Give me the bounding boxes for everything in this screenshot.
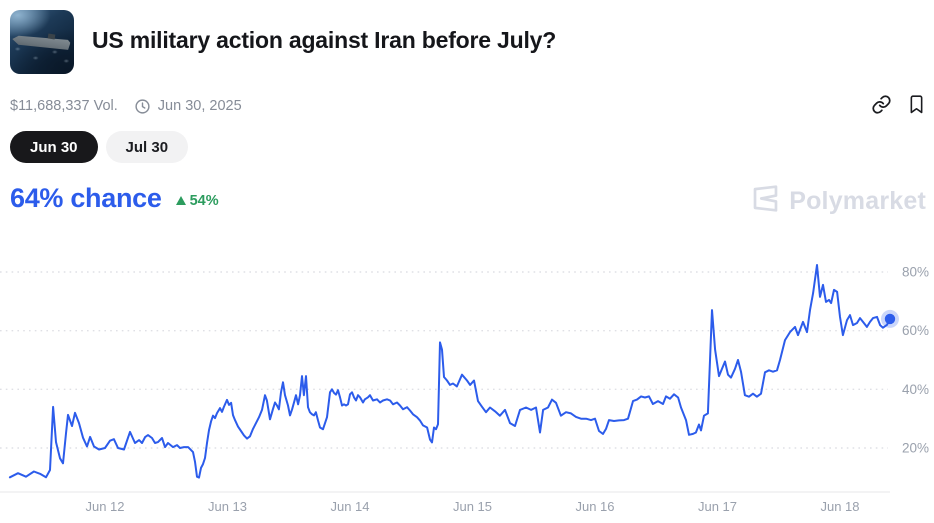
triangle-up-icon [175, 196, 186, 205]
clock-icon [134, 98, 151, 115]
current-dot [884, 313, 896, 325]
tab-jun-30[interactable]: Jun 30 [10, 131, 98, 163]
polymarket-watermark: Polymarket [751, 184, 926, 218]
polymarket-logo-icon [751, 184, 780, 218]
y-tick-label-40: 40% [902, 382, 929, 397]
end-date-text: Jun 30, 2025 [157, 98, 242, 114]
tab-jun-30-label: Jun 30 [30, 138, 78, 156]
change-indicator: 54% [175, 192, 219, 209]
x-tick-label-jun-12: Jun 12 [85, 499, 124, 514]
x-tick-label-jun-13: Jun 13 [208, 499, 247, 514]
chance-summary: 64% chance 54% [10, 183, 219, 214]
bookmark-icon [907, 94, 926, 118]
y-tick-label-60: 60% [902, 323, 929, 338]
x-tick-label-jun-17: Jun 17 [698, 499, 737, 514]
market-thumbnail [10, 10, 74, 74]
y-tick-label-80: 80% [902, 265, 929, 280]
market-title: US military action against Iran before J… [92, 27, 557, 53]
link-icon [871, 94, 892, 118]
header-actions [871, 94, 926, 118]
x-tick-label-jun-18: Jun 18 [820, 499, 859, 514]
tab-jul-30-label: Jul 30 [125, 138, 169, 156]
y-tick-label-20: 20% [902, 441, 929, 456]
x-tick-label-jun-16: Jun 16 [575, 499, 614, 514]
chance-text: 64% chance [10, 183, 162, 213]
copy-link-button[interactable] [871, 94, 892, 118]
change-value: 54% [189, 192, 219, 209]
x-tick-label-jun-14: Jun 14 [330, 499, 369, 514]
market-meta: $11,688,337 Vol. Jun 30, 2025 [10, 96, 242, 116]
watermark-text: Polymarket [789, 186, 926, 215]
outcome-tabs: Jun 30 Jul 30 [10, 131, 189, 163]
tab-jul-30[interactable]: Jul 30 [105, 131, 189, 163]
volume-text: $11,688,337 Vol. [10, 98, 118, 114]
price-line [8, 264, 891, 479]
bookmark-button[interactable] [907, 94, 926, 118]
x-tick-label-jun-15: Jun 15 [453, 499, 492, 514]
